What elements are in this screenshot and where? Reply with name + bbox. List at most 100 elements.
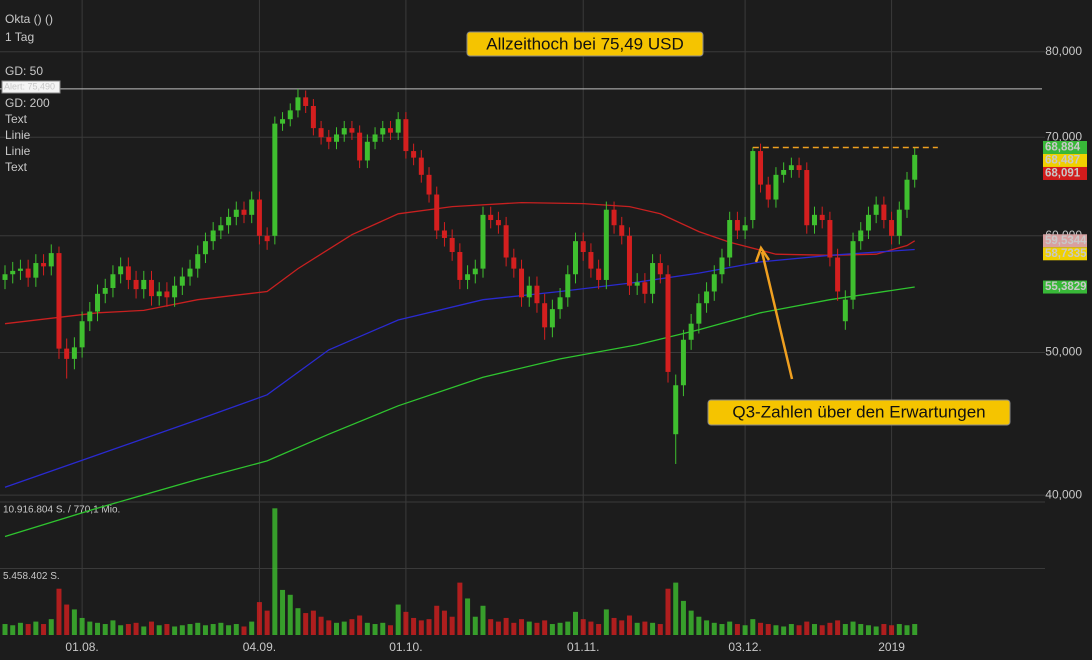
volume-bar [287,594,293,635]
candle-body [542,303,548,328]
candle-body [673,385,679,435]
candle-body [33,263,39,278]
volume-bar [850,621,856,635]
candle-body [403,119,409,152]
candle-body [873,204,879,215]
candle-body [41,263,47,267]
ma-line [4,248,915,488]
candle-body [172,285,178,298]
volume-bar [148,621,154,635]
candle-body [850,241,856,300]
volume-bar [372,624,378,635]
volume-bar [796,625,802,635]
volume-bar [457,582,463,635]
candle-body [588,252,594,269]
price-marker-label: 68,091 [1045,168,1081,180]
volume-bar [788,624,794,635]
volume-bar [141,626,147,635]
volume-bar [95,622,101,635]
volume-bar [164,624,170,635]
volume-bar [272,508,278,635]
candle-body [411,151,417,158]
volume-bar [842,624,848,635]
candle-body [226,216,232,226]
volume-bar [41,624,47,635]
volume-bar [503,617,509,635]
price-marker [1043,247,1087,261]
candle-body [889,220,895,236]
candle-body [156,291,162,297]
volume-bar [118,625,124,635]
volume-bar [256,602,262,635]
header-interval: 1 Tag [5,30,34,44]
volume-bar [657,624,663,635]
candle-body [650,263,656,294]
candle-body [657,263,663,275]
volume-bar [750,619,756,635]
volume-bar [10,625,16,635]
annotation-box [466,31,704,57]
volume-bar [133,622,139,635]
volume-bar [418,620,424,635]
candle-body [804,170,810,226]
candle-body [372,134,378,142]
candle-body [688,323,694,340]
candle-body [334,134,340,142]
candle-body [241,209,247,215]
candle-body [511,257,517,269]
x-tick-label: 01.10. [389,640,422,654]
volume-bar [673,582,679,635]
price-marker [1043,140,1087,154]
volume-bar [565,621,571,635]
candle-body [310,105,316,129]
volume-bar [711,622,717,635]
volume-bar [449,616,455,635]
candle-body [249,199,255,215]
candle-body [711,274,717,292]
candle-body [519,268,525,298]
candle-body [318,128,324,138]
candle-body [758,151,764,185]
volume-bar [56,588,62,635]
candle-body [95,293,101,312]
volume-bar [734,624,740,635]
candle-body [287,110,293,120]
candle-body [734,220,740,231]
volume-bar [195,622,201,635]
volume-bar [680,600,686,635]
volume-bar [2,624,8,635]
candle-body [781,170,787,175]
volume-bar [125,624,131,635]
candle-body [503,225,509,258]
candle-body [827,220,833,258]
volume-bar [226,625,232,635]
candle-body [680,339,686,386]
volume-bar [349,619,355,635]
candle-body [642,282,648,294]
volume-bar [87,621,93,635]
volume-bar [596,624,602,635]
ma-line [4,286,915,538]
volume-bar [403,611,409,635]
volume-bar [889,625,895,635]
volume-bar [819,625,825,635]
candle-body [865,214,871,231]
candle-body [796,165,802,171]
volume-bar [827,622,833,635]
volume-bar [835,620,841,635]
candle-body [842,299,848,322]
price-marker [1043,153,1087,167]
candle-body [835,257,841,292]
candle-body [449,237,455,253]
candle-body [71,347,77,359]
candle-body [896,209,902,236]
candle-body [611,209,617,226]
candle-body [904,179,910,210]
candle-body [565,274,571,298]
annotation-arrowhead [754,245,771,263]
candle-body [2,274,8,280]
candle-body [742,225,748,231]
volume-bar [395,604,401,635]
candle-body [280,119,286,124]
volume-bar [426,619,432,635]
